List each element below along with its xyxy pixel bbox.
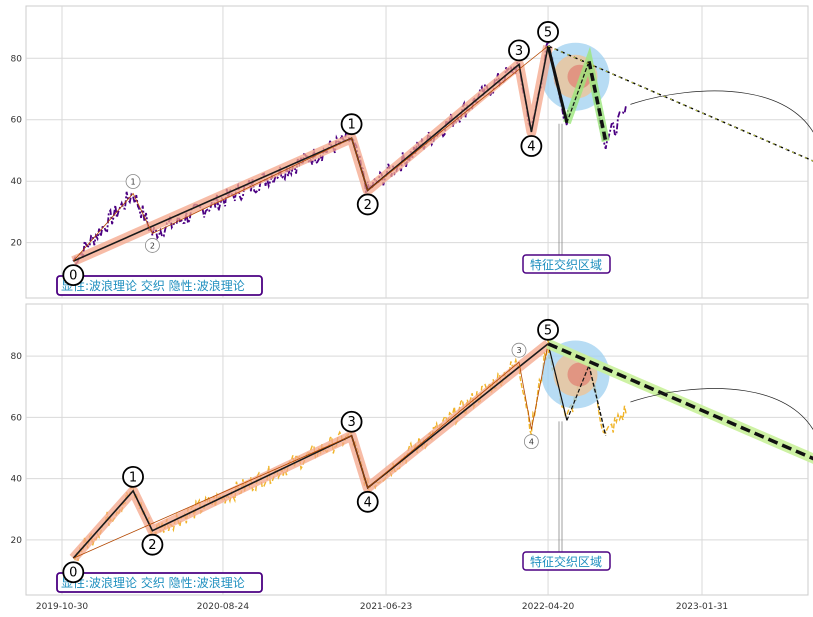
wave-label-small: 1 (131, 177, 136, 186)
wave-label-small-circle (125, 174, 141, 189)
wave-label-small-circle (523, 434, 539, 449)
annotation-label: 特征交织区域 (530, 554, 602, 569)
wave-label-circle (537, 318, 559, 341)
main-wave-line (72, 343, 549, 559)
correction-leg-a (547, 343, 568, 421)
wave-label-circle (508, 39, 530, 62)
correction-leg-a (546, 45, 569, 124)
wave-label: 3 (515, 44, 523, 59)
wave-label-circle (520, 135, 543, 157)
x-tick-label: 2022-04-20 (522, 602, 575, 612)
caption-box (56, 275, 263, 296)
wave-label: 2 (364, 198, 372, 213)
annotation-label: 特征交织区域 (530, 257, 602, 272)
wave-label: 1 (347, 118, 355, 133)
wave-label: 2 (148, 538, 156, 553)
y-tick-label: 20 (11, 536, 23, 546)
wave-label-small: 2 (150, 241, 155, 250)
wave-label: 1 (129, 470, 137, 485)
wave-label-circle (62, 264, 85, 287)
wave-label-small: 3 (516, 346, 521, 355)
annotation-arrow (558, 421, 563, 552)
x-tick-label: 2020-08-24 (197, 602, 250, 612)
wave-label: 3 (347, 415, 355, 430)
x-tick-label: 2019-10-30 (36, 602, 89, 612)
feature-zone-core (567, 362, 592, 387)
wave-label-circle (356, 193, 379, 216)
y-tick-label: 60 (11, 413, 23, 423)
wave-label-circle (340, 410, 363, 433)
annotation-box (522, 254, 611, 274)
y-tick-label: 80 (11, 54, 23, 64)
projection-arc (630, 90, 813, 134)
wave-label: 0 (69, 269, 77, 284)
main-wave-line (72, 45, 549, 262)
correction-leg-b (566, 365, 590, 421)
wave-label-circle (340, 113, 363, 136)
correction-leg-b (566, 61, 590, 124)
secondary-wave-line (73, 343, 549, 559)
correction-leg-c (587, 60, 608, 142)
wave-label-circle (356, 490, 379, 513)
projection-line-accent (547, 45, 813, 162)
y-tick-label: 20 (11, 239, 23, 249)
x-tick-label: 2021-06-23 (360, 602, 412, 612)
annotation-arrow (558, 123, 563, 255)
wave-label: 5 (544, 25, 552, 40)
wave-label-circle (141, 533, 164, 556)
y-tick-label: 60 (11, 116, 23, 126)
wave-label-circle (537, 21, 559, 43)
caption-label: 显性:波浪理论 交织 隐性:波浪理论 (61, 575, 245, 590)
y-tick-label: 80 (11, 352, 23, 362)
x-tick-label: 2023-01-31 (676, 602, 728, 612)
wave-label-small-circle (145, 238, 160, 253)
wave-label: 4 (364, 495, 372, 510)
wave-label-small-circle (511, 342, 527, 358)
y-tick-label: 40 (11, 177, 23, 187)
wave-label-circle (122, 465, 144, 488)
wave-label: 5 (544, 323, 552, 338)
wave-label-small: 4 (529, 438, 534, 447)
wave-label: 4 (527, 140, 535, 155)
wave-label: 0 (69, 566, 77, 581)
caption-box (56, 572, 263, 593)
projection-line (547, 342, 813, 461)
secondary-wave-line (73, 45, 549, 262)
annotation-box (522, 551, 611, 571)
y-tick-label: 40 (11, 475, 23, 485)
projection-arc (630, 388, 813, 431)
correction-leg-c (588, 365, 607, 436)
caption-label: 显性:波浪理论 交织 隐性:波浪理论 (61, 278, 245, 293)
wave-label-circle (62, 561, 85, 584)
